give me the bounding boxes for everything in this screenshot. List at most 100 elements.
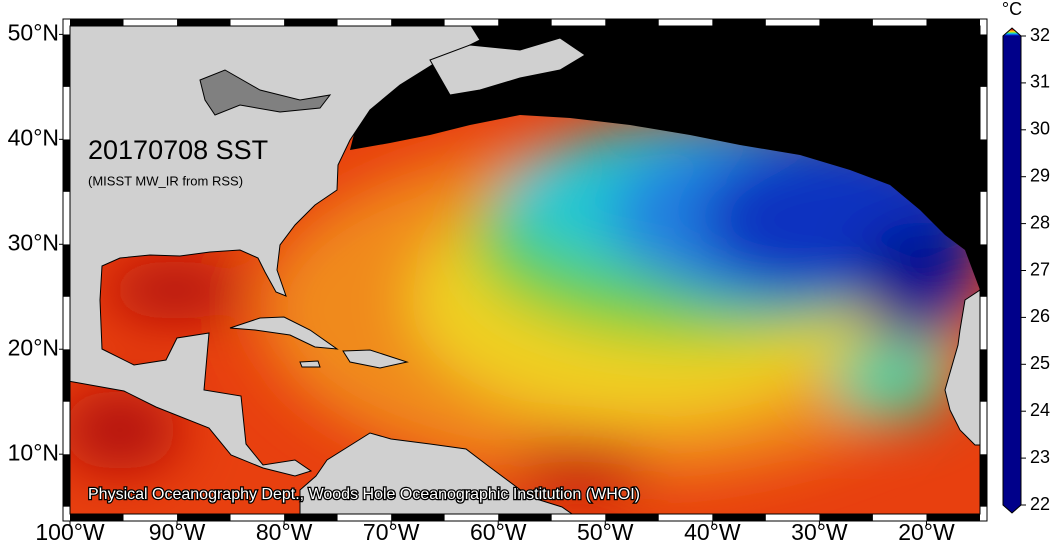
frame-band: [819, 514, 873, 521]
frame-band: [980, 349, 987, 402]
map-subtitle: (MISST MW_IR from RSS): [88, 173, 243, 188]
lon-tick-label: 70°W: [363, 519, 420, 545]
frame-band: [498, 19, 552, 26]
frame-band: [123, 514, 178, 521]
frame-band: [551, 514, 606, 521]
frame-outline: [62, 18, 988, 522]
cuba: [229, 316, 339, 350]
frame-band: [658, 514, 713, 521]
frame-band: [284, 19, 338, 26]
map-border: [62, 18, 988, 522]
map-title: 20170708 SST: [88, 135, 268, 165]
jamaica: [299, 360, 321, 368]
frame-band: [765, 19, 820, 26]
frame-band: [177, 19, 231, 26]
frame-band: [980, 244, 987, 297]
frame-band: [284, 514, 338, 521]
frame-band: [63, 244, 70, 297]
colorbar-tick-label: 32: [1030, 25, 1050, 45]
frame-band: [819, 19, 873, 26]
frame-band: [872, 514, 927, 521]
frame-band: [765, 514, 820, 521]
colorbar-tick-label: 25: [1030, 353, 1050, 373]
lon-tick-label: 20°W: [898, 519, 955, 545]
north-america: [70, 26, 481, 477]
lon-tick-label: 100°W: [35, 519, 105, 545]
lat-tick-label: 30°N: [8, 229, 59, 255]
colorbar-tick-label: 30: [1030, 119, 1050, 139]
frame-band: [926, 514, 980, 521]
canada-maritimes: [429, 37, 586, 96]
frame-band: [551, 19, 606, 26]
frame-band: [980, 296, 987, 350]
colorbar-tick-label: 26: [1030, 306, 1050, 326]
frame-band: [63, 191, 70, 245]
frame-band: [391, 514, 445, 521]
frame-band: [63, 86, 70, 140]
lon-tick-label: 50°W: [577, 519, 634, 545]
frame-band: [337, 19, 392, 26]
lon-tick-label: 90°W: [149, 519, 206, 545]
frame-band: [63, 401, 70, 455]
colorbar-tick-label: 31: [1030, 72, 1050, 92]
frame-band: [712, 514, 766, 521]
lat-tick-label: 40°N: [8, 124, 59, 150]
frame-band: [980, 454, 987, 507]
lon-tick-label: 30°W: [791, 519, 848, 545]
lon-tick-label: 60°W: [470, 519, 527, 545]
lon-tick-label: 80°W: [256, 519, 313, 545]
frame-band: [391, 19, 445, 26]
colorbar-tick-label: 23: [1030, 447, 1050, 467]
south-america: [299, 432, 573, 514]
frame-band: [605, 19, 659, 26]
frame-band: [230, 19, 285, 26]
colorbar-tick-label: 24: [1030, 400, 1050, 420]
frame-band: [337, 514, 392, 521]
colorbar: [1002, 27, 1022, 514]
frame-band: [63, 454, 70, 507]
frame-band: [980, 139, 987, 192]
frame-band: [658, 19, 713, 26]
frame-band: [980, 191, 987, 245]
frame-band: [63, 506, 70, 514]
frame-band: [980, 401, 987, 455]
colorbar-tick-label: 27: [1030, 259, 1050, 279]
frame-band: [63, 139, 70, 192]
great-lakes: [199, 69, 332, 116]
africa: [944, 289, 980, 446]
frame-band: [444, 514, 499, 521]
colorbar-tick-label: 22: [1030, 494, 1050, 514]
frame-band: [980, 26, 987, 35]
frame-band: [980, 34, 987, 87]
frame-band: [70, 514, 124, 521]
frame-band: [712, 19, 766, 26]
colorbar-unit: °C: [1002, 0, 1022, 19]
frame-band: [63, 34, 70, 87]
frame-band: [123, 19, 178, 26]
map-area: [70, 26, 980, 514]
frame-band: [63, 349, 70, 402]
frame-band: [980, 86, 987, 140]
frame-band: [872, 19, 927, 26]
frame-band: [605, 514, 659, 521]
frame-band: [498, 514, 552, 521]
hispaniola: [342, 349, 409, 369]
frame-band: [926, 19, 980, 26]
colorbar-tick-label: 28: [1030, 212, 1050, 232]
frame-band: [70, 19, 124, 26]
credit: Physical Oceanography Dept., Woods Hole …: [88, 486, 640, 503]
lat-tick-label: 20°N: [8, 334, 59, 360]
no-data-region: [350, 26, 980, 290]
frame-outline: [69, 25, 981, 515]
frame-band: [63, 26, 70, 35]
lat-tick-label: 10°N: [8, 439, 59, 465]
frame-band: [177, 514, 231, 521]
frame-band: [63, 296, 70, 350]
lat-tick-label: 50°N: [8, 19, 59, 45]
lon-tick-label: 40°W: [684, 519, 741, 545]
frame-band: [230, 514, 285, 521]
frame-band: [980, 506, 987, 514]
colorbar-tick-label: 29: [1030, 165, 1050, 185]
frame-band: [444, 19, 499, 26]
